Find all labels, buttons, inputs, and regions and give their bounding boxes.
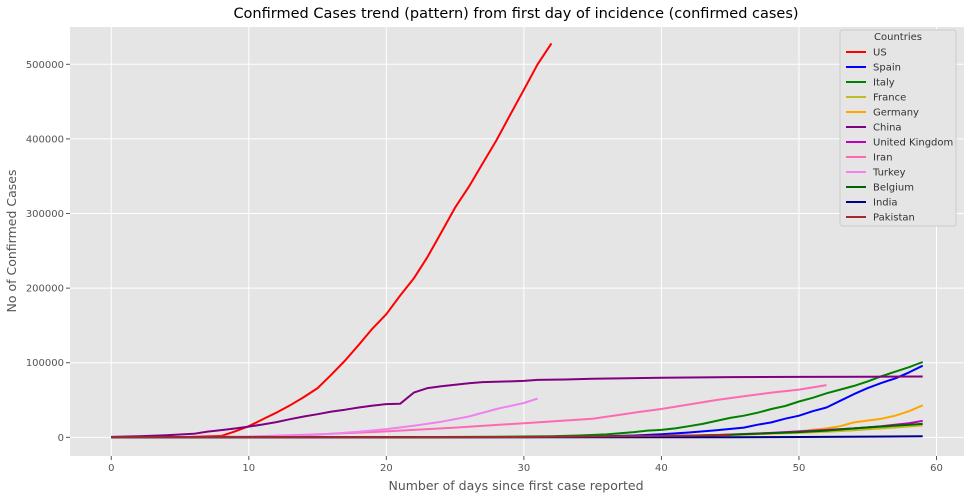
legend-items: US Spain Italy France Germany China United Kin… — [846, 48, 953, 224]
y-axis-label: No of Confirmed Cases — [4, 170, 19, 313]
y-tick-label: 0 — [58, 433, 64, 444]
x-axis-label: Number of days since first case reported — [388, 478, 643, 493]
y-axis-ticks: 0 100000 200000 300000 400000 500000 — [26, 60, 70, 444]
x-tick-label: 60 — [930, 463, 943, 474]
series-line-china — [111, 375, 923, 438]
legend-label-turkey: Turkey — [872, 168, 906, 179]
y-tick-label: 100000 — [26, 358, 64, 369]
series-line-italy — [111, 361, 924, 439]
legend: Countries US Spain Italy France Germany China… — [839, 29, 957, 227]
y-tick-label: 500000 — [26, 60, 64, 71]
x-tick-label: 30 — [518, 463, 531, 474]
x-tick-label: 40 — [655, 463, 668, 474]
x-tick-label: 0 — [108, 463, 114, 474]
legend-label-india: India — [873, 198, 898, 209]
legend-title: Countries — [874, 32, 922, 43]
series-line-pakistan — [111, 434, 731, 439]
legend-label-belgium: Belgium — [873, 183, 914, 194]
series-line-turkey — [111, 397, 538, 439]
x-tick-label: 50 — [793, 463, 806, 474]
y-tick-label: 400000 — [26, 134, 64, 145]
legend-label-us: US — [873, 48, 887, 59]
chart-title: Confirmed Cases trend (pattern) from fir… — [233, 6, 798, 22]
legend-label-spain: Spain — [873, 63, 901, 74]
legend-box — [839, 29, 957, 227]
x-tick-label: 10 — [242, 463, 255, 474]
x-axis-ticks: 0 10 20 30 40 50 60 — [108, 456, 943, 474]
series-lines — [111, 42, 924, 439]
legend-label-germany: Germany — [873, 108, 919, 119]
legend-label-united-kingdom: United Kingdom — [873, 138, 953, 149]
x-tick-label: 20 — [380, 463, 393, 474]
plot-background — [70, 27, 964, 456]
y-tick-label: 300000 — [26, 209, 64, 220]
legend-label-pakistan: Pakistan — [873, 213, 915, 224]
legend-label-france: France — [873, 93, 906, 104]
series-line-us — [111, 42, 553, 439]
legend-label-china: China — [873, 123, 902, 134]
legend-label-iran: Iran — [873, 153, 893, 164]
y-tick-label: 200000 — [26, 284, 64, 295]
legend-label-italy: Italy — [873, 78, 895, 89]
